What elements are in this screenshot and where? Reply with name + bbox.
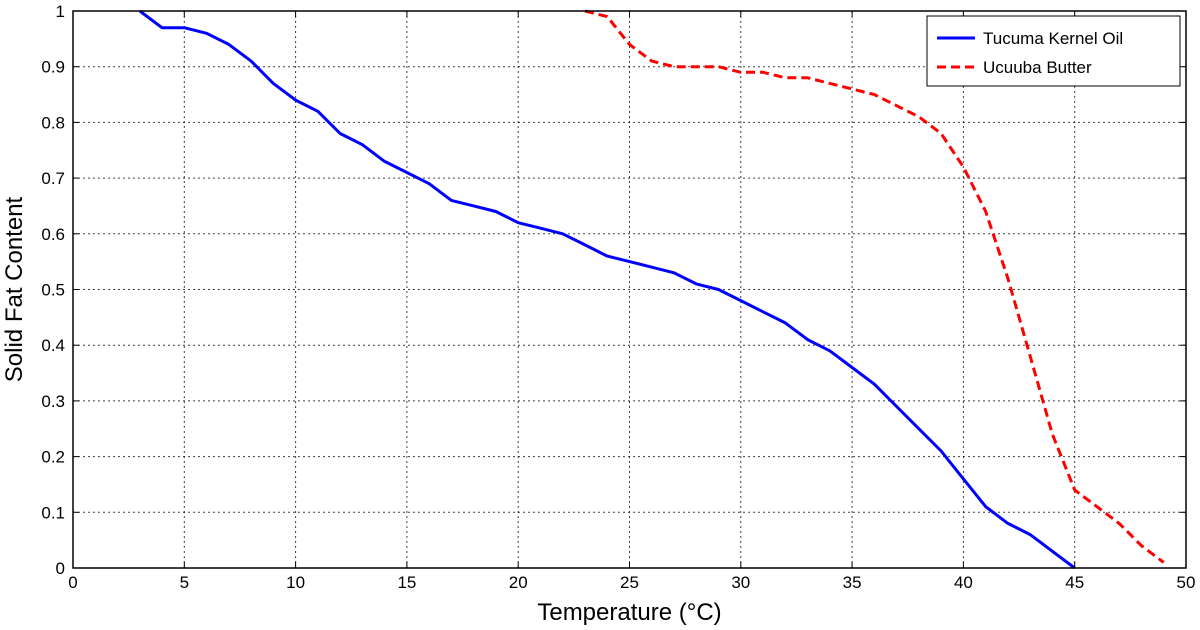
y-tick-label: 0.9	[41, 58, 65, 77]
legend-box	[926, 15, 1181, 87]
x-tick-label: 45	[1065, 573, 1084, 592]
y-tick-label: 0.7	[41, 169, 65, 188]
x-tick-label: 15	[397, 573, 416, 592]
x-tick-label: 35	[843, 573, 862, 592]
legend: Tucuma Kernel Oil Ucuuba Butter	[926, 15, 1181, 87]
x-tick-label: 20	[509, 573, 528, 592]
x-tick-label: 10	[286, 573, 305, 592]
y-tick-label: 0.6	[41, 225, 65, 244]
y-tick-label: 0	[56, 559, 65, 578]
y-tick-label: 1	[56, 2, 65, 21]
y-tick-label: 0.8	[41, 113, 65, 132]
x-tick-label: 50	[1177, 573, 1196, 592]
y-axis-label: Solid Fat Content	[1, 196, 28, 382]
legend-entry-label: Ucuuba Butter	[983, 58, 1092, 77]
y-tick-label: 0.4	[41, 336, 65, 355]
grid-lines	[73, 11, 1186, 568]
series-line-1	[138, 9, 1076, 570]
axis-ticks: 0 5 10 15 20 25 30 35 40 45 50 0 0.1 0.2 0.3 0.4 0.5 0.6 0…	[41, 2, 1195, 592]
y-tick-label: 0.3	[41, 392, 65, 411]
x-tick-label: 30	[731, 573, 750, 592]
x-tick-label: 5	[180, 573, 189, 592]
legend-entry-label: Tucuma Kernel Oil	[983, 29, 1123, 48]
series-layer	[138, 9, 1165, 570]
y-tick-label: 0.2	[41, 448, 65, 467]
x-tick-label: 25	[620, 573, 639, 592]
x-tick-label: 0	[68, 573, 77, 592]
y-tick-label: 0.1	[41, 503, 65, 522]
x-tick-label: 40	[954, 573, 973, 592]
y-tick-label: 0.5	[41, 281, 65, 300]
series-line-2	[584, 9, 1165, 564]
x-axis-label: Temperature (°C)	[537, 599, 721, 626]
